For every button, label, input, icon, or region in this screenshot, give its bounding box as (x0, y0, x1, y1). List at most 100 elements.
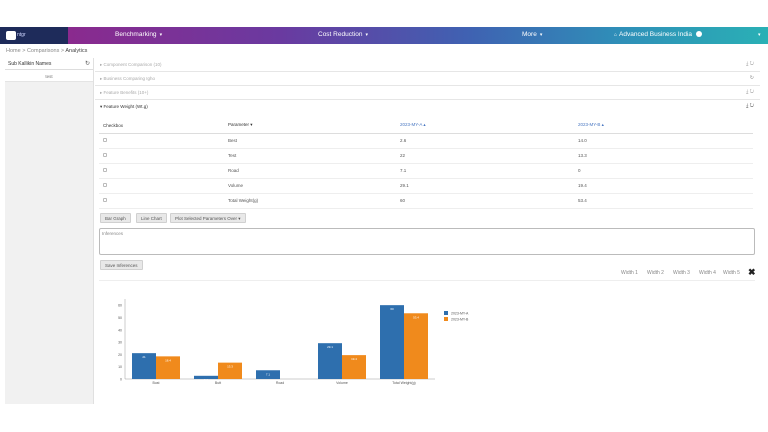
parameter-cell: Best (224, 133, 396, 149)
panel-label: Component Comparison (10) (103, 62, 162, 67)
parameter-cell: Volume (224, 178, 396, 194)
bar-graph-button[interactable]: Bar Graph (100, 213, 131, 223)
x-tick-label: Bust (152, 381, 159, 385)
chevron-down-icon: ▾ (238, 216, 241, 221)
value-cell: 2.6 (396, 133, 574, 149)
value-cell: 7.1 (396, 163, 574, 179)
x-tick-label: Butt (215, 381, 221, 385)
close-icon[interactable]: ✖ (748, 267, 756, 277)
row-checkbox[interactable] (103, 153, 107, 157)
line-chart-button[interactable]: Line Chart (136, 213, 167, 223)
data-label: 21 (142, 355, 146, 359)
refresh-icon[interactable]: ↻ (749, 89, 754, 95)
location-icon: ⌂ (614, 32, 618, 38)
row-checkbox[interactable] (103, 168, 107, 172)
chevron-right-icon: ▸ (100, 76, 104, 81)
save-inferences-button[interactable]: Save Inferences (100, 260, 143, 270)
download-icon[interactable]: ⤓ (746, 89, 749, 95)
nav-benchmarking[interactable]: Benchmarking ▾ (115, 31, 163, 38)
bar-2023-MY-A-bust (132, 353, 156, 379)
value-cell: 19.4 (574, 178, 753, 194)
download-icon[interactable]: ⤓ (746, 103, 749, 109)
app-logo-icon[interactable] (6, 31, 16, 40)
y-tick-label: 60 (118, 304, 122, 308)
bar-chart: 0 10 20 30 40 50 60 21 18.4 Bust 2.6 13.3 Butt 7.1 Roa… (99, 280, 755, 404)
nav-menu-toggle[interactable]: ▾ (755, 31, 761, 38)
parameter-cell: Total Weight(g) (224, 193, 396, 209)
value-cell: 13.3 (574, 148, 753, 164)
width-option-5[interactable]: Width 5 (723, 270, 740, 276)
y-tick-label: 20 (118, 353, 122, 357)
panel-label: Feature Benefits (10+) (103, 90, 149, 95)
x-tick-label: Road (276, 381, 284, 385)
value-cell: 53.4 (574, 193, 753, 209)
column-header-checkbox: Checkbox (99, 118, 224, 134)
plot-selected-label: Plot Selected Parameters Over (175, 216, 238, 221)
width-option-1[interactable]: Width 1 (621, 270, 638, 276)
width-option-4[interactable]: Width 4 (699, 270, 716, 276)
x-tick-label: Total Weight(g) (392, 381, 415, 385)
column-header-series-b[interactable]: 2023-MY-B ▴ (574, 118, 753, 134)
panel-component-comparison[interactable]: ▸ Component Comparison (10) ⤓ ↻ (95, 58, 760, 72)
table-row: Road 7.1 0 (99, 163, 753, 179)
data-label: 2.6 (204, 378, 209, 382)
parameter-cell: Test (224, 148, 396, 164)
sort-icon: ▴ (601, 122, 604, 128)
data-label: 19.4 (351, 357, 357, 361)
bar-2023-MY-A-road (256, 370, 280, 379)
legend-label: 2023-MY-A (451, 312, 469, 316)
panel-feature-weight[interactable]: ▾ Feature Weight (Wt.g) ⤓ ↻ (95, 100, 760, 114)
nav-cost-reduction[interactable]: Cost Reduction ▾ (318, 31, 368, 38)
refresh-icon[interactable]: ↻ (749, 61, 754, 67)
value-cell: 29.1 (396, 178, 574, 194)
row-checkbox[interactable] (103, 198, 107, 202)
breadcrumb: Home > Comparisons > Analytics (6, 48, 87, 54)
chevron-down-icon: ▾ (758, 32, 761, 38)
row-checkbox[interactable] (103, 183, 107, 187)
value-cell: 60 (396, 193, 574, 209)
bar-2023-MY-A-totalweightg (380, 305, 404, 379)
column-header-series-a[interactable]: 2023-MY-A ▴ (396, 118, 574, 134)
data-label: 13.3 (227, 365, 233, 369)
y-tick-label: 10 (118, 365, 122, 369)
panel-feature-benefits[interactable]: ▸ Feature Benefits (10+) ⤓ ↻ (95, 86, 760, 100)
inferences-textarea[interactable]: Inferences (99, 228, 755, 255)
y-tick-label: 0 (120, 378, 122, 382)
value-cell: 14.0 (574, 133, 753, 149)
sidebar: Sub Kallikin Names ↻ test (5, 58, 94, 404)
x-tick-label: Volume (336, 381, 348, 385)
plot-selected-button[interactable]: Plot Selected Parameters Over ▾ (170, 213, 246, 223)
sidebar-title: Sub Kallikin Names (8, 61, 52, 67)
refresh-icon[interactable]: ↻ (749, 75, 754, 81)
bar-2023-MY-B-butt (218, 362, 242, 379)
row-checkbox[interactable] (103, 138, 107, 142)
legend-swatch-2023-MY-B (444, 317, 448, 321)
breadcrumb-current: Analytics (65, 48, 88, 54)
bar-2023-MY-A-volume (318, 343, 342, 379)
chevron-down-icon: ▾ (365, 32, 368, 38)
chevron-right-icon: ▸ (100, 62, 104, 67)
data-label: 29.1 (327, 345, 333, 349)
bar-chart-svg: 0 10 20 30 40 50 60 21 18.4 Bust 2.6 13.3 Butt 7.1 Roa… (118, 299, 469, 385)
panel-business-comparing[interactable]: ▸ Business Comparing Igho ↻ (95, 72, 760, 86)
breadcrumb-comparisons[interactable]: Comparisons (26, 48, 60, 54)
bar-2023-MY-B-bust (156, 356, 180, 379)
refresh-icon[interactable]: ↻ (84, 61, 90, 67)
table-row: Test 22 13.3 (99, 148, 753, 164)
width-option-3[interactable]: Width 3 (673, 270, 690, 276)
nav-account[interactable]: ⌂ Advanced Business India (614, 31, 703, 38)
main-content: ▸ Component Comparison (10) ⤓ ↻ ▸ Busine… (95, 58, 760, 404)
sidebar-item[interactable]: test (5, 70, 93, 82)
download-icon[interactable]: ⤓ (746, 61, 749, 67)
width-option-2[interactable]: Width 2 (647, 270, 664, 276)
nav-more[interactable]: More ▾ (522, 31, 543, 38)
column-header-parameter[interactable]: Parameter ▾ (224, 118, 396, 134)
breadcrumb-home[interactable]: Home (6, 48, 21, 54)
y-tick-label: 40 (118, 328, 122, 332)
panel-actions: ⤓ ↻ (746, 103, 754, 109)
table-row: Total Weight(g) 60 53.4 (99, 193, 753, 209)
user-icon (696, 31, 703, 37)
refresh-icon[interactable]: ↻ (749, 103, 754, 109)
data-label: 7.1 (266, 372, 271, 376)
